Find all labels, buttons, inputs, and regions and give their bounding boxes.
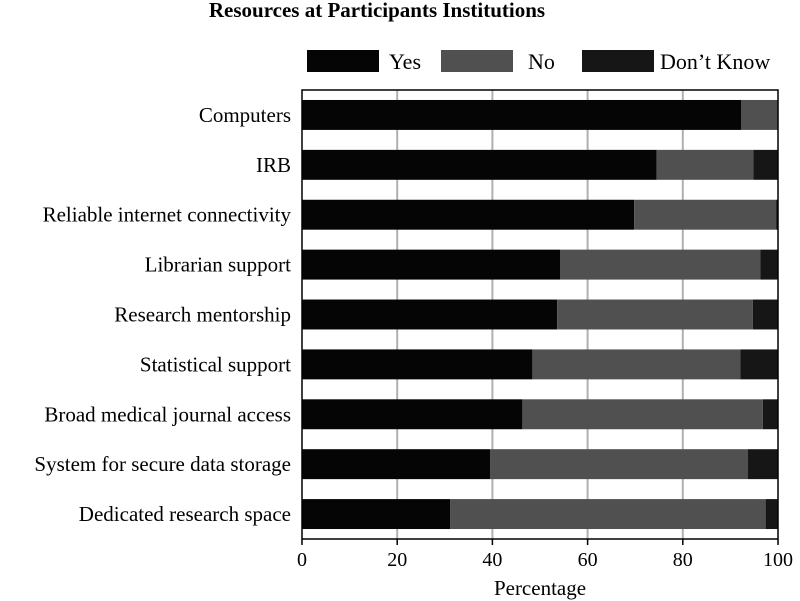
x-tick-label-40: 40 — [482, 549, 502, 571]
bar-no-6 — [522, 399, 763, 430]
plot-frame — [301, 89, 779, 540]
category-label: Librarian support — [145, 253, 292, 277]
category-label: Broad medical journal access — [44, 402, 291, 426]
legend-swatch-no — [441, 50, 513, 72]
legend-swatch-dont-know — [582, 50, 654, 72]
bar-yes-2 — [302, 199, 635, 230]
legend-label-no: No — [528, 49, 555, 74]
category-label: Computers — [199, 103, 291, 127]
bar-yes-6 — [302, 399, 523, 430]
x-axis: 0 20 40 60 80 100 — [297, 539, 793, 571]
bar-yes-3 — [302, 249, 560, 280]
bar-dont-know-8 — [765, 499, 778, 530]
bar-yes-8 — [302, 499, 451, 530]
y-axis-labels: Computers IRB Reliable internet connectivi… — [34, 103, 291, 526]
category-label: Reliable internet connectivity — [43, 203, 292, 227]
bar-dont-know-5 — [740, 349, 778, 380]
bar-no-7 — [490, 449, 749, 480]
bar-yes-4 — [302, 299, 558, 330]
bar-no-8 — [450, 499, 766, 530]
bar-no-5 — [532, 349, 741, 380]
bar-no-0 — [741, 99, 778, 130]
bar-no-2 — [634, 199, 777, 230]
bar-dont-know-4 — [752, 299, 778, 330]
category-label: Research mentorship — [114, 303, 291, 327]
bar-yes-7 — [302, 449, 491, 480]
bar-dont-know-1 — [753, 149, 778, 180]
bar-dont-know-7 — [748, 449, 778, 480]
x-tick-label-100: 100 — [763, 549, 793, 571]
x-axis-title: Percentage — [494, 576, 586, 600]
legend-swatch-yes — [307, 50, 379, 72]
x-tick-label-80: 80 — [673, 549, 693, 571]
legend-label-yes: Yes — [389, 49, 421, 74]
category-label: Dedicated research space — [79, 502, 291, 526]
category-label: System for secure data storage — [34, 452, 291, 476]
bar-yes-5 — [302, 349, 533, 380]
category-label: Statistical support — [140, 352, 291, 376]
x-tick-label-0: 0 — [297, 549, 307, 571]
bar-no-1 — [656, 149, 754, 180]
chart-title: Resources at Participants Institutions — [209, 0, 545, 22]
bar-dont-know-6 — [762, 399, 778, 430]
bar-dont-know-3 — [760, 249, 778, 280]
bar-dont-know-2 — [776, 199, 778, 230]
x-tick-label-60: 60 — [578, 549, 598, 571]
bar-no-4 — [557, 299, 753, 330]
x-tick-label-20: 20 — [387, 549, 407, 571]
bars — [302, 99, 778, 530]
bar-yes-0 — [302, 99, 742, 130]
bar-yes-1 — [302, 149, 657, 180]
legend: Yes No Don’t Know — [307, 49, 770, 74]
category-label: IRB — [256, 153, 291, 177]
legend-label-dont-know: Don’t Know — [660, 49, 770, 74]
bar-no-3 — [559, 249, 761, 280]
